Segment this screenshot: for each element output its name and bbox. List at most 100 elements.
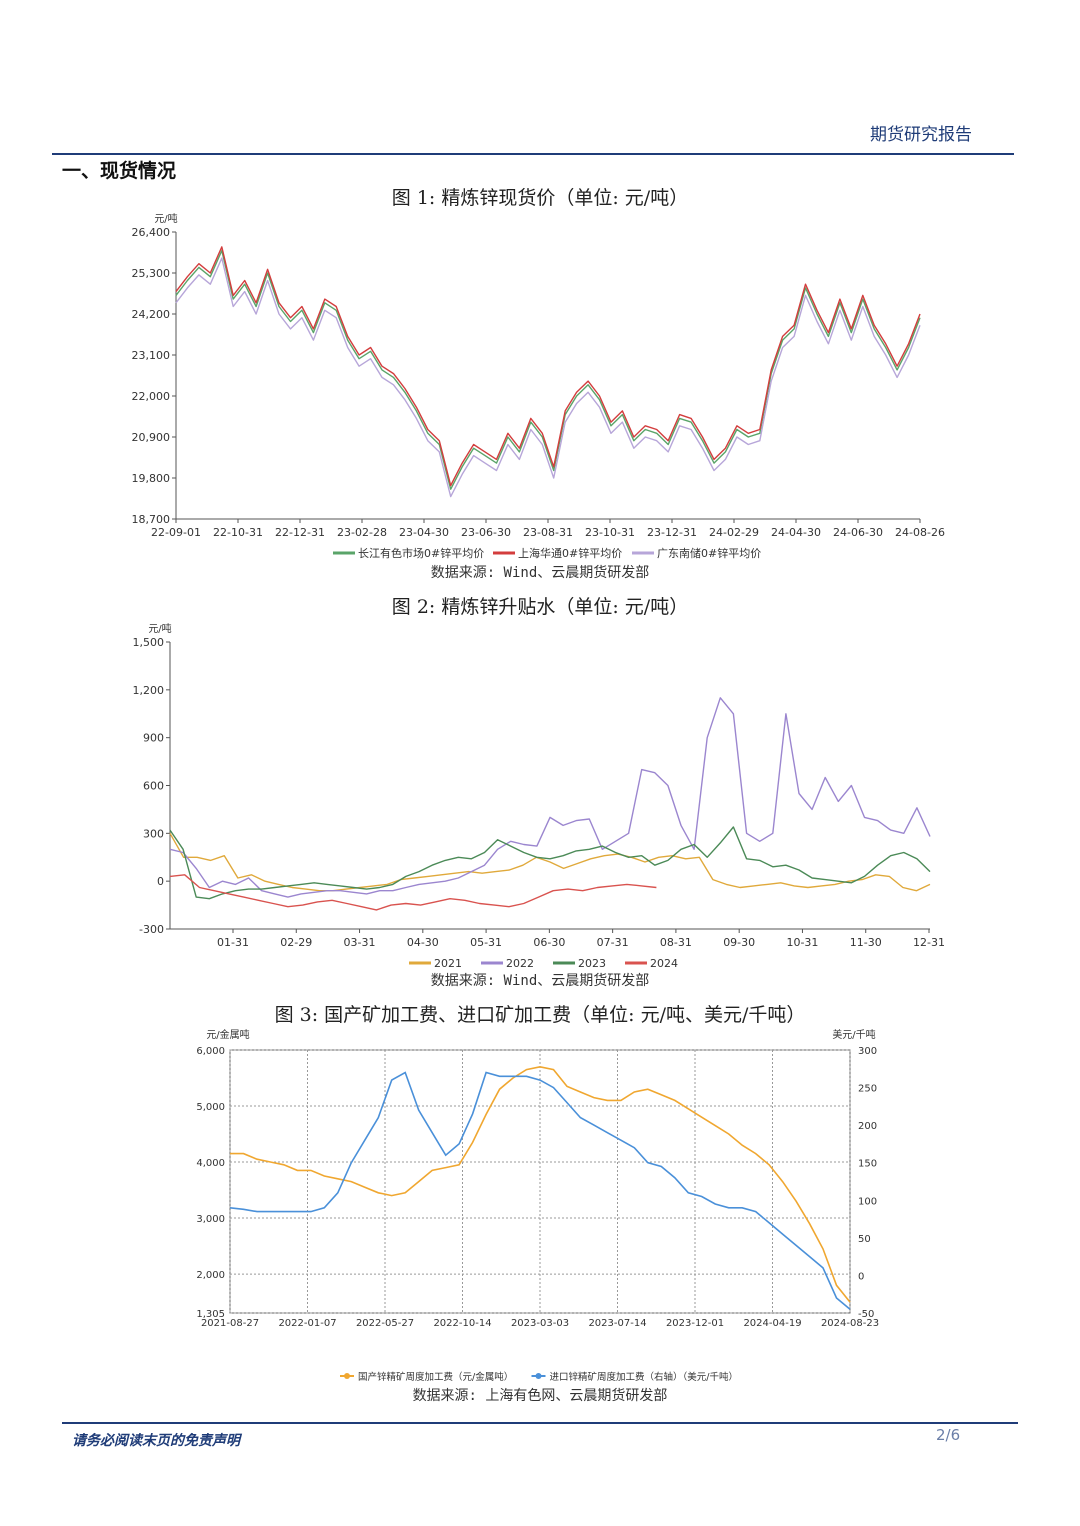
y-unit-label: 元/吨: [148, 622, 171, 635]
x-tick-label: 22-10-31: [213, 526, 263, 539]
y-left-unit: 元/金属吨: [206, 1028, 249, 1041]
y-right-tick-label: 250: [858, 1084, 877, 1095]
x-tick-label: 22-09-01: [151, 526, 201, 539]
x-tick-label: 01-31: [217, 936, 249, 949]
x-tick-label: 23-10-31: [585, 526, 635, 539]
legend-label: 国产锌精矿周度加工费（元/金属吨）: [358, 1371, 513, 1383]
x-tick-label: 04-30: [407, 936, 439, 949]
legend-marker: [535, 1373, 542, 1379]
series-line-2024: [169, 874, 657, 911]
x-tick-label: 24-04-30: [771, 526, 821, 539]
legend-marker: [344, 1373, 350, 1379]
y-tick-label: 20,900: [132, 431, 171, 444]
y-tick-label: 23,100: [132, 349, 171, 362]
x-tick-label: 06-30: [533, 936, 565, 949]
fig1-chart: 元/吨 18,700 19,800 20,900 22,000 23,100 24,200 2…: [132, 212, 945, 560]
y-tick-label: 300: [143, 827, 164, 840]
fig3-source: 数据来源: 上海有色网、云晨期货研发部: [412, 1388, 668, 1404]
x-tick-label: 2024-04-19: [743, 1318, 801, 1329]
series-line-2022: [169, 697, 931, 898]
x-tick-label: 12-31: [913, 936, 945, 949]
x-tick-label: 2023-12-01: [666, 1318, 724, 1329]
y-tick-label: 22,000: [132, 390, 171, 403]
section-title: 一、现货情况: [62, 160, 177, 182]
x-tick-label: 23-06-30: [461, 526, 511, 539]
x-tick-label: 2021-08-27: [201, 1318, 259, 1329]
x-tick-label: 23-02-28: [337, 526, 387, 539]
y-right-unit: 美元/千吨: [832, 1028, 875, 1041]
header-title: 期货研究报告: [870, 125, 972, 145]
legend-label: 2023: [578, 957, 606, 970]
x-tick-label: 24-02-29: [709, 526, 759, 539]
x-tick-label: 03-31: [344, 936, 376, 949]
x-tick-label: 07-31: [597, 936, 629, 949]
x-tick-label: 11-30: [850, 936, 882, 949]
y-tick-label: 600: [143, 780, 164, 793]
x-tick-label: 2024-08-23: [821, 1318, 879, 1329]
y-tick-label: 1,200: [133, 684, 165, 697]
series-line-2023: [169, 826, 931, 900]
x-tick-label: 09-30: [723, 936, 755, 949]
y-right-tick-label: 300: [858, 1046, 877, 1057]
y-tick-label: 900: [143, 732, 164, 745]
page-number: 2/6: [936, 1426, 961, 1444]
x-tick-label: 24-06-30: [833, 526, 883, 539]
x-tick-label: 23-04-30: [399, 526, 449, 539]
fig3-title: 图 3: 国产矿加工费、进口矿加工费（单位: 元/吨、美元/千吨）: [274, 1004, 806, 1026]
legend-label: 2021: [434, 957, 462, 970]
series-line-长江有色市场0#锌平均价: [175, 249, 921, 490]
y-tick-label: 1,500: [133, 636, 165, 649]
y-tick-label: 25,300: [132, 267, 171, 280]
fig2-title: 图 2: 精炼锌升贴水（单位: 元/吨）: [391, 596, 689, 618]
x-tick-label: 2022-01-07: [278, 1318, 336, 1329]
y-tick-label: 0: [157, 875, 164, 888]
y-left-tick-label: 1,305: [196, 1309, 225, 1320]
y-right-tick-label: 0: [858, 1271, 864, 1282]
y-left-tick-label: 6,000: [196, 1046, 225, 1057]
fig2-source: 数据来源: Wind、云晨期货研发部: [430, 973, 650, 989]
y-tick-label: -300: [139, 923, 164, 936]
header-divider: [52, 153, 1014, 155]
fig2-chart: 元/吨 -300 0 300 600 900 1,200 1,500 01-31 02-29 03-…: [133, 622, 945, 970]
y-left-tick-label: 5,000: [196, 1102, 225, 1113]
y-left-tick-label: 3,000: [196, 1214, 225, 1225]
series-line-广东南储0#锌平均价: [175, 257, 921, 498]
y-tick-label: 18,700: [132, 513, 171, 526]
y-left-tick-label: 4,000: [196, 1158, 225, 1169]
y-tick-label: 24,200: [132, 308, 171, 321]
x-tick-label: 05-31: [470, 936, 502, 949]
series-line-left: [230, 1065, 851, 1303]
y-unit-label: 元/吨: [154, 212, 177, 225]
y-right-tick-label: 100: [858, 1196, 877, 1207]
x-tick-label: 23-12-31: [647, 526, 697, 539]
legend-label: 长江有色市场0#锌平均价: [358, 546, 484, 560]
y-right-tick-label: 50: [858, 1234, 871, 1245]
y-tick-label: 26,400: [132, 226, 171, 239]
legend-label: 上海华通0#锌平均价: [518, 546, 622, 560]
x-tick-label: 2022-10-14: [433, 1318, 491, 1329]
legend-label: 进口锌精矿周度加工费（右轴）（美元/千吨）: [550, 1371, 738, 1383]
fig3-chart: 元/金属吨 美元/千吨 1,305 2,000 3,000 4,000 5,000 6,000…: [196, 1028, 879, 1383]
plot-frame: [229, 1049, 851, 1314]
legend-label: 2022: [506, 957, 534, 970]
footer-divider: [62, 1422, 1018, 1424]
fig1-title: 图 1: 精炼锌现货价（单位: 元/吨）: [391, 187, 689, 209]
x-tick-label: 23-08-31: [523, 526, 573, 539]
x-tick-label: 24-08-26: [895, 526, 945, 539]
x-tick-label: 22-12-31: [275, 526, 325, 539]
x-tick-label: 2022-05-27: [356, 1318, 414, 1329]
x-tick-label: 08-31: [660, 936, 692, 949]
x-tick-label: 02-29: [280, 936, 312, 949]
y-right-tick-label: -50: [858, 1309, 874, 1320]
y-tick-label: 19,800: [132, 472, 171, 485]
y-right-tick-label: 150: [858, 1159, 877, 1170]
x-tick-label: 2023-07-14: [588, 1318, 646, 1329]
x-tick-label: 2023-03-03: [511, 1318, 569, 1329]
y-left-tick-label: 2,000: [196, 1270, 225, 1281]
series-line-2021: [169, 832, 931, 892]
y-right-tick-label: 200: [858, 1121, 877, 1132]
x-tick-label: 10-31: [786, 936, 818, 949]
disclaimer-note: 请务必阅读末页的免责声明: [72, 1433, 240, 1449]
series-line-right: [229, 1071, 851, 1310]
fig1-source: 数据来源: Wind、云晨期货研发部: [430, 565, 650, 581]
